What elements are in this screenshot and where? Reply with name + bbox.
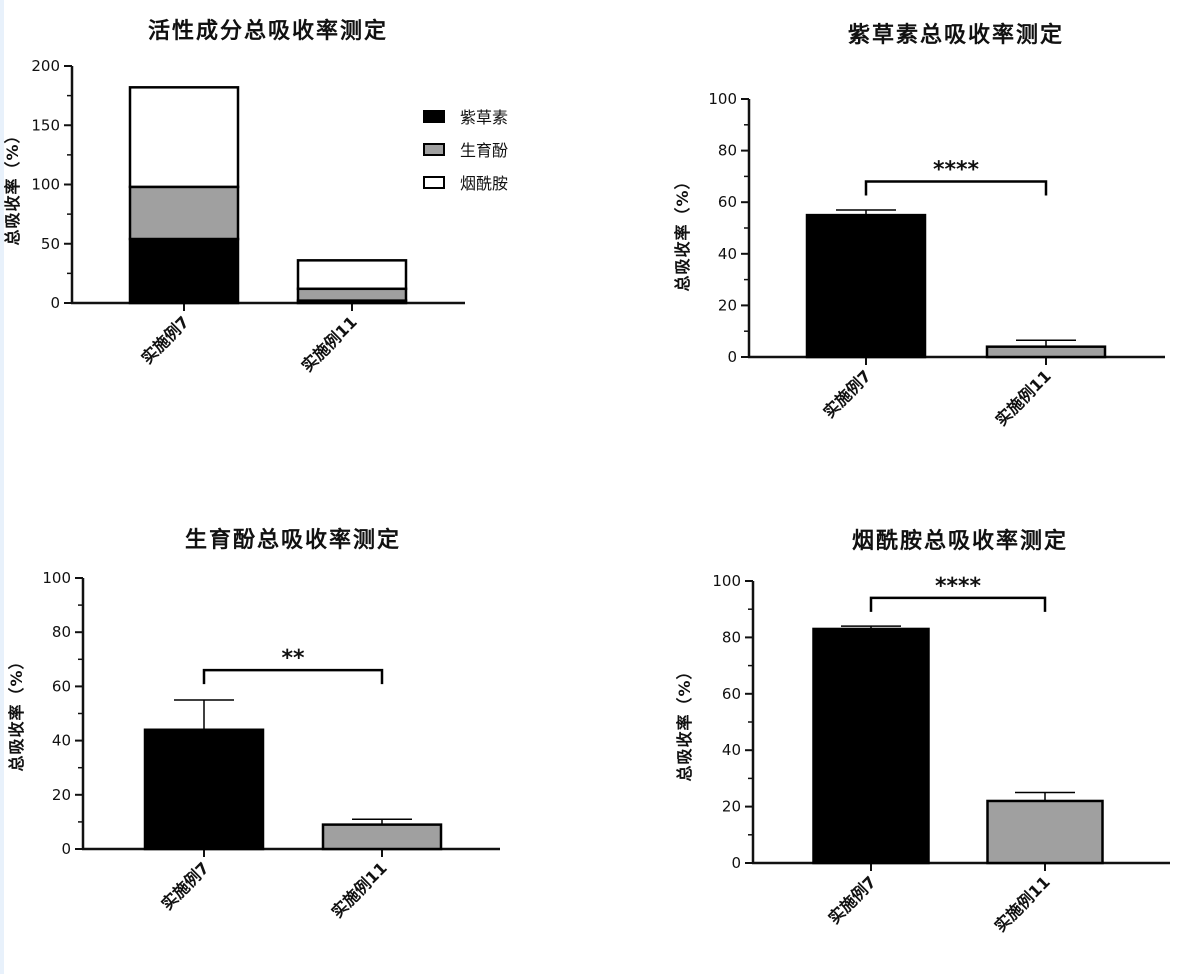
y-tick-label: 80 — [722, 628, 741, 646]
chart-title: 烟酰胺总吸收率测定 — [852, 528, 1068, 554]
y-axis-label: 总吸收率（%） — [7, 652, 26, 771]
chart-panel-stacked: 活性成分总吸收率测定 总吸收率（%） 0 50 100 150 200 实施例7 实施例11… — [0, 0, 590, 480]
bar-segment — [128, 86, 240, 189]
y-tick-label: 80 — [52, 623, 71, 641]
y-tick-label: 20 — [722, 798, 741, 816]
left-edge-strip — [0, 0, 4, 974]
significance-bracket — [202, 668, 384, 685]
legend-label-tocopherol: 生育酚 — [460, 141, 508, 160]
chart-panel-tocopherol: 生育酚总吸收率测定 总吸收率（%） 0 20 40 60 80 100 实施例7 实施例11 *… — [0, 480, 590, 974]
y-tick-label: 100 — [31, 176, 60, 194]
y-tick-label: 0 — [61, 840, 71, 858]
x-tick-label: 实施例11 — [992, 366, 1055, 429]
legend-swatch-tocopherol — [423, 143, 445, 156]
y-tick-label: 40 — [718, 245, 737, 263]
x-tick-label: 实施例11 — [991, 872, 1054, 935]
chart-title: 活性成分总吸收率测定 — [148, 18, 388, 44]
chart-title: 紫草素总吸收率测定 — [848, 22, 1064, 48]
bar — [321, 823, 443, 851]
significance-bracket — [869, 596, 1047, 612]
y-tick-label: 60 — [718, 193, 737, 211]
bar — [985, 345, 1107, 359]
x-tick-label: 实施例7 — [820, 366, 875, 421]
plot-area: 0 20 40 60 80 100 实施例7 实施例11 **** — [712, 572, 1170, 936]
y-tick-label: 60 — [722, 685, 741, 703]
chart-title: 生育酚总吸收率测定 — [185, 527, 401, 553]
x-tick-label: 实施例7 — [825, 872, 880, 927]
y-tick-label: 0 — [727, 348, 737, 366]
chart-panel-shikonin: 紫草素总吸收率测定 总吸收率（%） 0 20 40 60 80 100 实施例7 实施例11 *… — [0, 0, 1165, 480]
bar — [812, 627, 930, 865]
bar — [143, 728, 265, 851]
y-tick-label: 20 — [52, 786, 71, 804]
significance-label: **** — [933, 158, 980, 183]
significance-label: ** — [281, 646, 305, 671]
y-tick-label: 50 — [41, 235, 60, 253]
y-tick-label: 40 — [722, 741, 741, 759]
legend-label-shikonin: 紫草素 — [460, 108, 508, 127]
legend-label-niacinamide: 烟酰胺 — [460, 174, 508, 193]
y-tick-label: 200 — [31, 57, 60, 75]
chart-panel-niacinamide: 烟酰胺总吸收率测定 总吸收率（%） 0 20 40 60 80 100 实施例7 实施例11 *… — [0, 480, 1188, 974]
bar-segment — [296, 259, 408, 291]
bar-segment — [128, 185, 240, 241]
y-tick-label: 100 — [712, 572, 741, 590]
plot-area: 0 20 40 60 80 100 实施例7 实施例11 **** — [708, 90, 1165, 430]
y-tick-label: 0 — [731, 854, 741, 872]
legend-swatch-shikonin — [423, 110, 445, 123]
significance-bracket — [864, 180, 1048, 196]
y-axis-label: 总吸收率（%） — [675, 662, 694, 781]
y-tick-label: 60 — [52, 677, 71, 695]
y-tick-label: 80 — [718, 142, 737, 160]
bar — [986, 799, 1104, 865]
y-axis-label: 总吸收率（%） — [3, 126, 22, 245]
legend-swatch-niacinamide — [423, 176, 445, 189]
y-tick-label: 40 — [52, 732, 71, 750]
legend: 紫草素 生育酚 烟酰胺 — [423, 108, 508, 193]
y-tick-label: 100 — [42, 569, 71, 587]
y-tick-label: 100 — [708, 90, 737, 108]
y-tick-label: 0 — [50, 294, 60, 312]
y-tick-label: 20 — [718, 296, 737, 314]
significance-label: **** — [935, 574, 982, 599]
y-tick-label: 150 — [31, 116, 60, 134]
niacinamide-bar-chart: 烟酰胺总吸收率测定 总吸收率（%） 0 20 40 60 80 100 实施例7 实施例11 *… — [675, 528, 1170, 936]
bar — [805, 213, 927, 359]
shikonin-bar-chart: 紫草素总吸收率测定 总吸收率（%） 0 20 40 60 80 100 实施例7 实施例11 *… — [673, 22, 1165, 430]
y-axis-label: 总吸收率（%） — [673, 172, 692, 291]
